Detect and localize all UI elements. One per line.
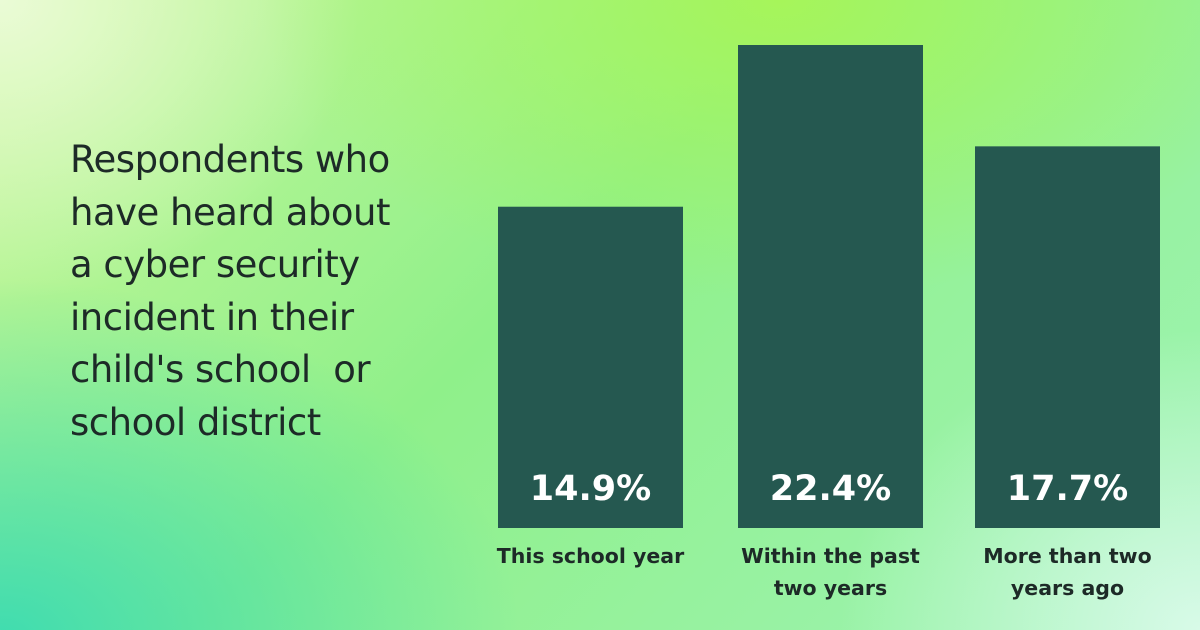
value-label: 22.4% bbox=[770, 469, 891, 509]
x-tick-label: This school year bbox=[496, 544, 685, 568]
bar bbox=[498, 206, 683, 528]
bar bbox=[738, 45, 923, 528]
bar bbox=[975, 146, 1160, 528]
chart-title: Respondents who have heard about a cyber… bbox=[70, 138, 402, 444]
value-label: 14.9% bbox=[530, 469, 651, 509]
x-tick-label: Within the past two years bbox=[741, 544, 920, 600]
value-label: 17.7% bbox=[1007, 469, 1128, 509]
x-tick-label: More than two years ago bbox=[983, 544, 1152, 600]
